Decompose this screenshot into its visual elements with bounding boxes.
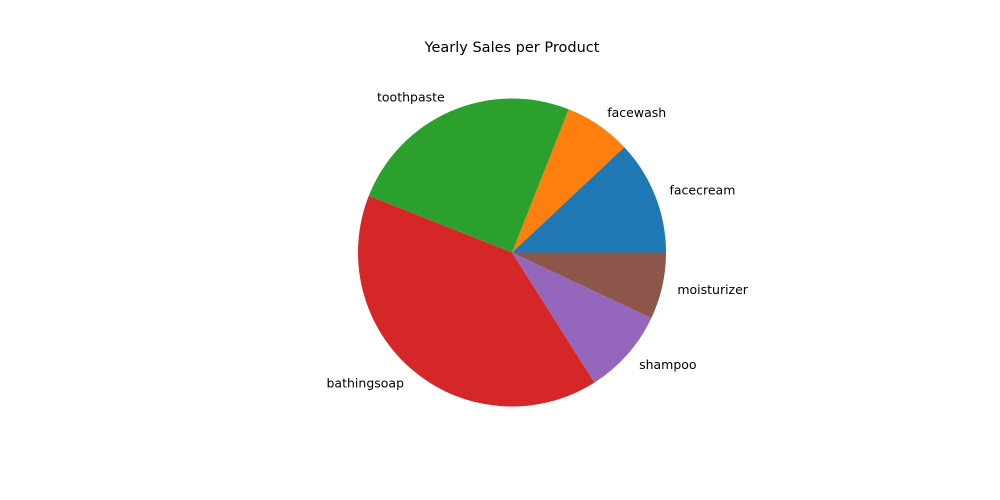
pie-labels: facecream facewash toothpaste bathingsoap sh… [327,90,749,391]
pie-slice-label: bathingsoap [327,376,405,391]
pie-slice-label: moisturizer [677,282,748,297]
pie-slice-label: facecream [670,183,736,198]
pie-slice-label: shampoo [639,357,697,372]
pie-slice-label: toothpaste [377,90,445,105]
pie-slices [357,98,666,407]
chart-title: Yearly Sales per Product [424,40,600,56]
pie-slice-facecream [512,147,666,253]
pie-slice-shampoo [512,252,652,383]
pie-slice-label: facewash [607,105,666,120]
pie-slice-moisturizer [512,252,666,319]
pie-slice-facewash [512,109,625,253]
pie-slice-toothpaste [368,98,569,253]
pie-slice-bathingsoap [357,195,595,407]
